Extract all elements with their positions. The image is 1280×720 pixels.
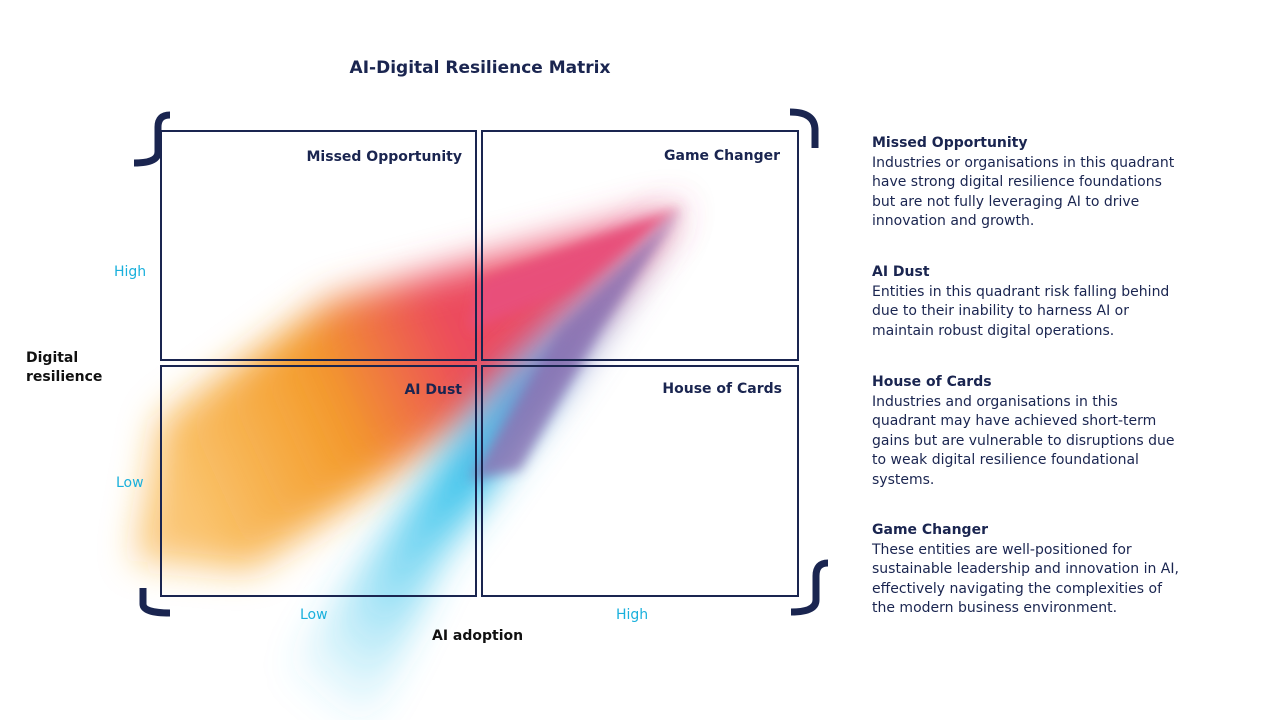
quadrant-label: AI Dust (404, 382, 462, 398)
x-tick-label: Low (300, 607, 328, 623)
description: Game Changer These entities are well-posi… (872, 521, 1182, 619)
description: Missed Opportunity Industries or organisa… (872, 134, 1182, 232)
y-axis-label: Digital resilience (26, 350, 103, 385)
title: AI-Digital Resilience Matrix (349, 58, 611, 78)
quadrant-label: House of Cards (662, 381, 782, 397)
x-tick-label: High (616, 607, 649, 623)
description: House of Cards Industries and organisatio… (872, 373, 1182, 490)
description-text: These entities are well-positioned for s… (872, 541, 1179, 617)
quadrant-label: Missed Opportunity (306, 149, 463, 165)
description-text: Industries or organisations in this quad… (872, 154, 1175, 230)
description-text: Industries and organisations in this qua… (872, 393, 1175, 488)
quadrant-boxes (160, 130, 799, 597)
quadrant-label: Game Changer (664, 148, 780, 164)
description-title: House of Cards (872, 374, 992, 390)
x-axis-label: AI adoption (432, 628, 524, 644)
y-tick-label: High (114, 264, 147, 280)
description-title: AI Dust (872, 264, 930, 280)
description-text: Entities in this quadrant risk falling b… (872, 283, 1170, 339)
corner-brackets (133, 108, 829, 617)
y-tick-label: Low (116, 475, 144, 491)
gradient-beam (135, 207, 682, 720)
description: AI Dust Entities in this quadrant risk fa… (872, 263, 1182, 341)
description-title: Missed Opportunity (872, 135, 1028, 151)
description-title: Game Changer (872, 522, 988, 538)
